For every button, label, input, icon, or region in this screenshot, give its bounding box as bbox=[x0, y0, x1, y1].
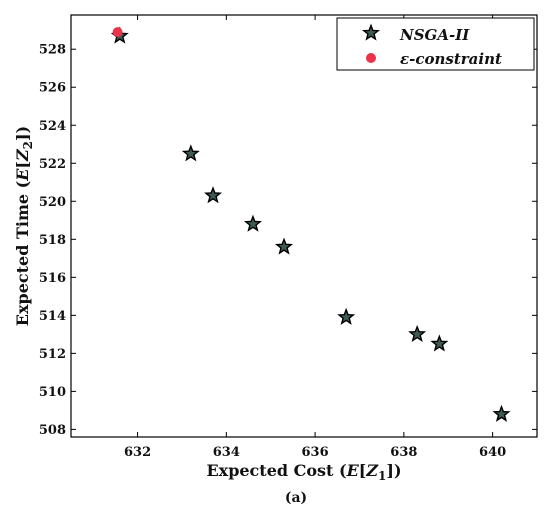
y-tick-label: 516 bbox=[39, 271, 66, 286]
plot-frame bbox=[70, 14, 538, 438]
axis-ticks: 632 634 636 638 640 508 510 512 514 516 518 520 522 5… bbox=[39, 15, 537, 460]
legend-circle-marker bbox=[366, 53, 376, 63]
data-points bbox=[110, 26, 511, 422]
y-tick-label: 528 bbox=[39, 43, 66, 58]
nsga-star-point bbox=[243, 214, 262, 232]
x-tick-label: 638 bbox=[390, 445, 417, 460]
y-tick-label: 510 bbox=[39, 385, 66, 400]
nsga-star-point bbox=[430, 334, 449, 352]
legend-label-epsilon: ε-constraint bbox=[400, 50, 502, 68]
y-tick-label: 514 bbox=[39, 309, 66, 324]
y-tick-label: 512 bbox=[39, 347, 66, 362]
y-tick-label: 522 bbox=[39, 157, 66, 172]
legend-label-nsga: NSGA-II bbox=[399, 26, 470, 44]
y-tick-label: 524 bbox=[39, 119, 66, 134]
x-tick-label: 640 bbox=[479, 445, 506, 460]
x-tick-label: 632 bbox=[124, 445, 151, 460]
nsga-star-point bbox=[181, 144, 200, 162]
nsga-star-point bbox=[492, 404, 511, 422]
figure-caption: (a) bbox=[285, 490, 307, 506]
x-tick-label: 634 bbox=[213, 445, 240, 460]
y-axis-label: Expected Time (E[Z2]) bbox=[13, 126, 35, 326]
nsga-star-point bbox=[275, 237, 294, 255]
nsga-star-point bbox=[337, 307, 356, 325]
legend: NSGA-II ε-constraint bbox=[336, 17, 535, 71]
y-tick-label: 518 bbox=[39, 233, 66, 248]
x-axis-label: Expected Cost (E[Z1]) bbox=[206, 461, 401, 483]
y-tick-label: 526 bbox=[39, 81, 66, 96]
epsilon-constraint-point bbox=[112, 27, 123, 38]
nsga-star-point bbox=[408, 324, 427, 343]
x-tick-label: 636 bbox=[302, 445, 329, 460]
y-tick-label: 508 bbox=[39, 423, 66, 438]
y-tick-label: 520 bbox=[39, 195, 66, 210]
legend-star-marker bbox=[362, 23, 380, 41]
nsga-star-point bbox=[204, 186, 223, 204]
